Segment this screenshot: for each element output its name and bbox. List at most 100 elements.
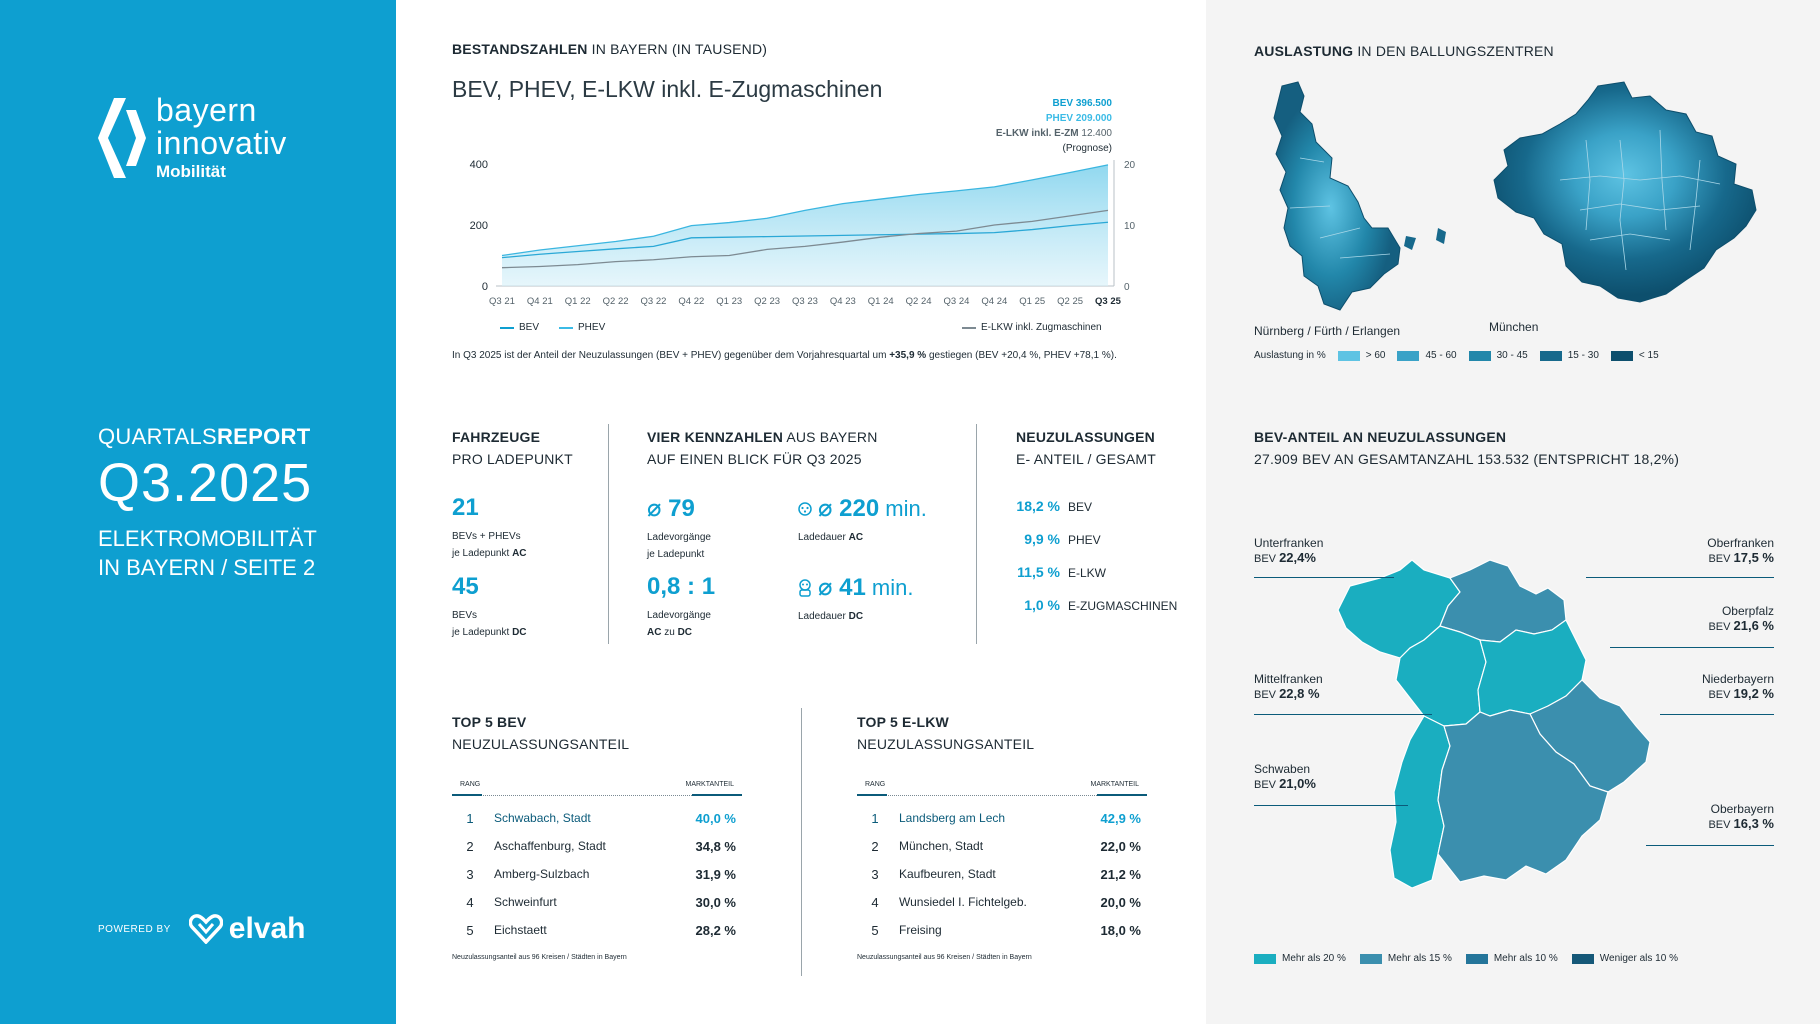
top-bev-header: RANG MARKTANTEIL xyxy=(452,781,742,788)
divider-1 xyxy=(608,424,609,644)
annot-elkw-value: 12.400 xyxy=(1081,128,1112,139)
kennzahl-c-l1: Ladevorgänge xyxy=(647,610,711,621)
fahrzeuge-title: FAHRZEUGE PRO LADEPUNKT xyxy=(452,426,573,470)
series-elkw-line xyxy=(501,209,1109,269)
util-swatch xyxy=(1337,350,1360,361)
share: 42,9 % xyxy=(1100,810,1141,826)
util-legend-title: Auslastung in % xyxy=(1254,350,1326,361)
x-tick-label: Q4 22 xyxy=(678,296,704,307)
util-legend-label: > 60 xyxy=(1365,350,1386,361)
bev-prefix: BEV xyxy=(1254,689,1277,701)
region-label-oberpfalz: Oberpfalz BEV 21,6 % xyxy=(1600,604,1774,633)
fahrzeuge-kpi-1: 21 BEVs + PHEVs je Ladepunkt AC xyxy=(452,494,527,562)
x-tick-label: Q3 22 xyxy=(641,296,667,307)
util-legend-item: > 60 xyxy=(1337,350,1386,361)
kennzahl-d-value: ⌀ 41 xyxy=(818,574,866,601)
share: 21,2 % xyxy=(1100,866,1141,882)
fahrzeuge-title-bold: FAHRZEUGE xyxy=(452,429,541,445)
util-legend-label: 30 - 45 xyxy=(1496,350,1528,361)
top-elkw-h-markt: MARKTANTEIL xyxy=(1090,781,1140,788)
region-value-row: BEV 21,6 % xyxy=(1600,618,1774,633)
top-elkw-title-bold: TOP 5 E-LKW xyxy=(857,714,949,730)
util-swatch xyxy=(1539,350,1562,361)
kennzahl-c: 0,8 : 1 Ladevorgänge AC zu DC xyxy=(647,573,715,641)
legend-bev-swatch xyxy=(500,326,514,329)
bev-prefix: BEV xyxy=(1708,553,1731,565)
report-quarter: Q3.2025 xyxy=(98,453,313,513)
share: 31,9 % xyxy=(695,866,736,882)
logo-mark-icon xyxy=(98,98,146,178)
rank: 3 xyxy=(871,866,879,882)
region-name: Mittelfranken xyxy=(1254,672,1323,686)
util-swatch xyxy=(1610,350,1633,361)
legend-phev-swatch xyxy=(559,326,574,329)
region-value: 22,8 % xyxy=(1279,686,1320,701)
x-tick-label: Q1 23 xyxy=(716,296,742,307)
leader-oberpfalz xyxy=(1610,647,1774,648)
county: München, Stadt xyxy=(899,839,984,853)
top-elkw-title-rest: NEUZULASSUNGSANTEIL xyxy=(857,736,1035,752)
region-name: Oberpfalz xyxy=(1721,604,1774,618)
annot-prognose: (Prognose) xyxy=(1062,143,1112,154)
label-nuernberg: Nürnberg / Fürth / Erlangen xyxy=(1254,324,1401,338)
x-tick-label: Q4 23 xyxy=(830,296,856,307)
bevanteil-legend-item: Mehr als 10 % xyxy=(1465,953,1558,964)
nuernberg-util-map xyxy=(1273,81,1446,311)
util-legend-item: 15 - 30 xyxy=(1539,350,1599,361)
util-title: AUSLASTUNG IN DEN BALLUNGSZENTREN xyxy=(1254,43,1554,59)
bev-prefix: BEV xyxy=(1708,621,1731,633)
county: Freising xyxy=(899,923,942,937)
rank: 2 xyxy=(871,838,879,854)
kennzahl-c-label: Ladevorgänge AC zu DC xyxy=(647,607,715,641)
region-value-row: BEV 22,8 % xyxy=(1254,686,1323,701)
table-row: 1 Landsberg am Lech 42,9 % xyxy=(857,804,1147,832)
fahrzeuge-l1b-bold: AC xyxy=(512,548,527,559)
legend-elkw-swatch xyxy=(962,326,976,329)
region-value-row: BEV 21,0% xyxy=(1254,776,1316,791)
kennzahl-b-label: Ladedauer AC xyxy=(798,529,927,546)
subtitle-line2: IN BAYERN / SEITE 2 xyxy=(98,555,316,580)
kennzahl-c-l2-bold2: DC xyxy=(677,627,693,638)
y-tick-right: 20 xyxy=(1124,160,1136,171)
footnote-a: In Q3 2025 ist der Anteil der Neuzulassu… xyxy=(452,350,890,361)
stock-annotations: BEV 396.500 PHEV 209.000 E-LKW inkl. E-Z… xyxy=(960,96,1112,156)
kicker-light: QUARTALS xyxy=(98,424,217,449)
x-tick-label: Q2 25 xyxy=(1057,296,1083,307)
region-value: 17,5 % xyxy=(1733,550,1774,565)
divider-3 xyxy=(801,708,802,976)
rank: 3 xyxy=(466,866,474,882)
util-legend-label: 15 - 30 xyxy=(1567,350,1599,361)
table-row: 4 Wunsiedel I. Fichtelgeb. 20,0 % xyxy=(857,888,1147,916)
neuzul-row: 11,5 % E-LKW xyxy=(1016,564,1177,597)
stock-footnote: In Q3 2025 ist der Anteil der Neuzulassu… xyxy=(452,350,1117,361)
rank: 5 xyxy=(466,922,474,938)
subtitle-line1: ELEKTROMOBILITÄT xyxy=(98,526,317,551)
region-label-unterfranken: Unterfranken BEV 22,4% xyxy=(1254,536,1323,565)
stock-title-bold: BESTANDSZAHLEN xyxy=(452,41,588,57)
bevanteil-swatch xyxy=(1254,953,1276,964)
bevanteil-legend-item: Mehr als 15 % xyxy=(1359,953,1452,964)
region-value: 16,3 % xyxy=(1733,816,1774,831)
top-elkw-block: TOP 5 E-LKW NEUZULASSUNGSANTEIL RANG MARKT… xyxy=(857,711,1147,961)
neuzul-row-name: E-ZUGMASCHINEN xyxy=(1068,599,1178,613)
muenchen-util-map xyxy=(1493,81,1757,303)
kennzahl-a-l2: je Ladepunkt xyxy=(647,549,705,560)
kennzahl-c-l2-bold: AC xyxy=(647,627,662,638)
powered-by: POWERED BY elvah xyxy=(98,912,306,946)
report-kicker: QUARTALSREPORT xyxy=(98,424,317,450)
report-title-block: QUARTALSREPORT Q3.2025 ELEKTROMOBILITÄT … xyxy=(98,424,317,582)
kennzahl-b-value-row: ⌀ 220 min. xyxy=(798,494,927,523)
x-tick-label: Q2 23 xyxy=(754,296,780,307)
region-label-niederbayern: Niederbayern BEV 19,2 % xyxy=(1600,672,1774,701)
neuzul-row-name: PHEV xyxy=(1068,533,1101,547)
fahrzeuge-l2b-bold: DC xyxy=(512,627,527,638)
bevanteil-swatch xyxy=(1571,953,1594,964)
x-tick-label: Q3 24 xyxy=(944,296,970,307)
util-swatch xyxy=(1468,350,1491,361)
kennzahl-b-unit: min. xyxy=(879,496,927,521)
region-value-row: BEV 17,5 % xyxy=(1600,550,1774,565)
x-tick-label: Q2 24 xyxy=(906,296,932,307)
legend-elkw-label: E-LKW inkl. Zugmaschinen xyxy=(981,322,1102,333)
kennzahl-d: ⌀ 41 min. Ladedauer DC xyxy=(798,573,914,625)
bev-prefix: BEV xyxy=(1708,689,1731,701)
